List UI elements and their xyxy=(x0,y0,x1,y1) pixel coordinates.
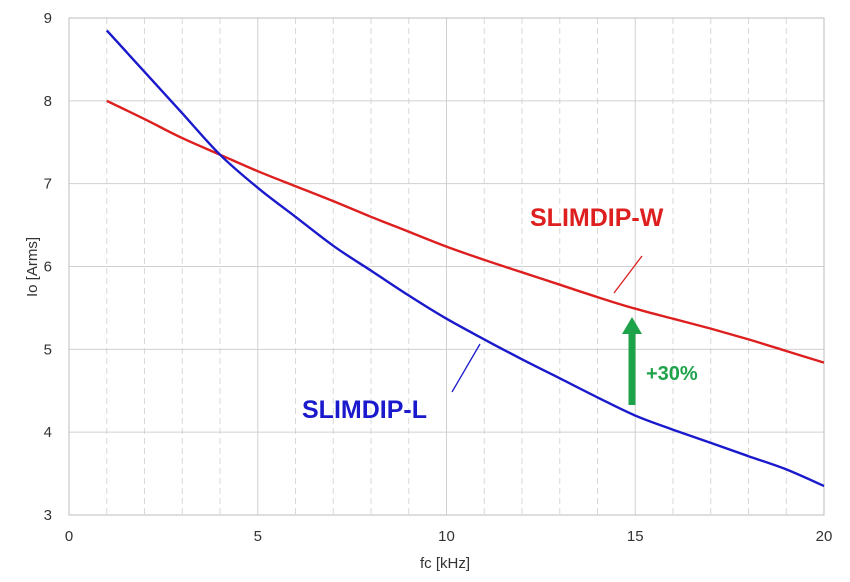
plot-frame xyxy=(68,17,825,516)
x-tick-label: 10 xyxy=(438,528,455,545)
y-tick-label: 6 xyxy=(44,259,52,276)
increase-arrow xyxy=(622,317,642,405)
slimdip-l-leader xyxy=(451,343,481,393)
series-lines xyxy=(105,29,825,488)
y-axis-label: Io [Arms] xyxy=(24,237,41,297)
y-tick-label: 4 xyxy=(44,424,52,441)
x-tick-label: 20 xyxy=(816,528,833,545)
series-line-slimdip-l xyxy=(105,29,825,488)
y-tick-labels: 3 4 5 6 7 8 9 xyxy=(44,10,52,524)
y-tick-label: 5 xyxy=(44,341,52,358)
x-axis-label: fc [kHz] xyxy=(420,555,470,572)
x-tick-labels: 0 5 10 15 20 xyxy=(65,528,833,545)
slimdip-l-label: SLIMDIP-L xyxy=(302,396,427,424)
slimdip-w-label: SLIMDIP-W xyxy=(530,204,664,232)
x-tick-label: 0 xyxy=(65,528,73,545)
x-tick-label: 15 xyxy=(627,528,644,545)
y-tick-label: 9 xyxy=(44,10,52,27)
y-tick-label: 7 xyxy=(44,176,52,193)
slimdip-w-leader xyxy=(613,255,643,294)
y-tick-label: 8 xyxy=(44,93,52,110)
grid xyxy=(69,18,824,515)
axes xyxy=(68,17,825,516)
increase-label: +30% xyxy=(646,363,698,385)
series-line-slimdip-w xyxy=(106,99,825,364)
y-tick-label: 3 xyxy=(44,507,52,524)
x-tick-label: 5 xyxy=(254,528,262,545)
